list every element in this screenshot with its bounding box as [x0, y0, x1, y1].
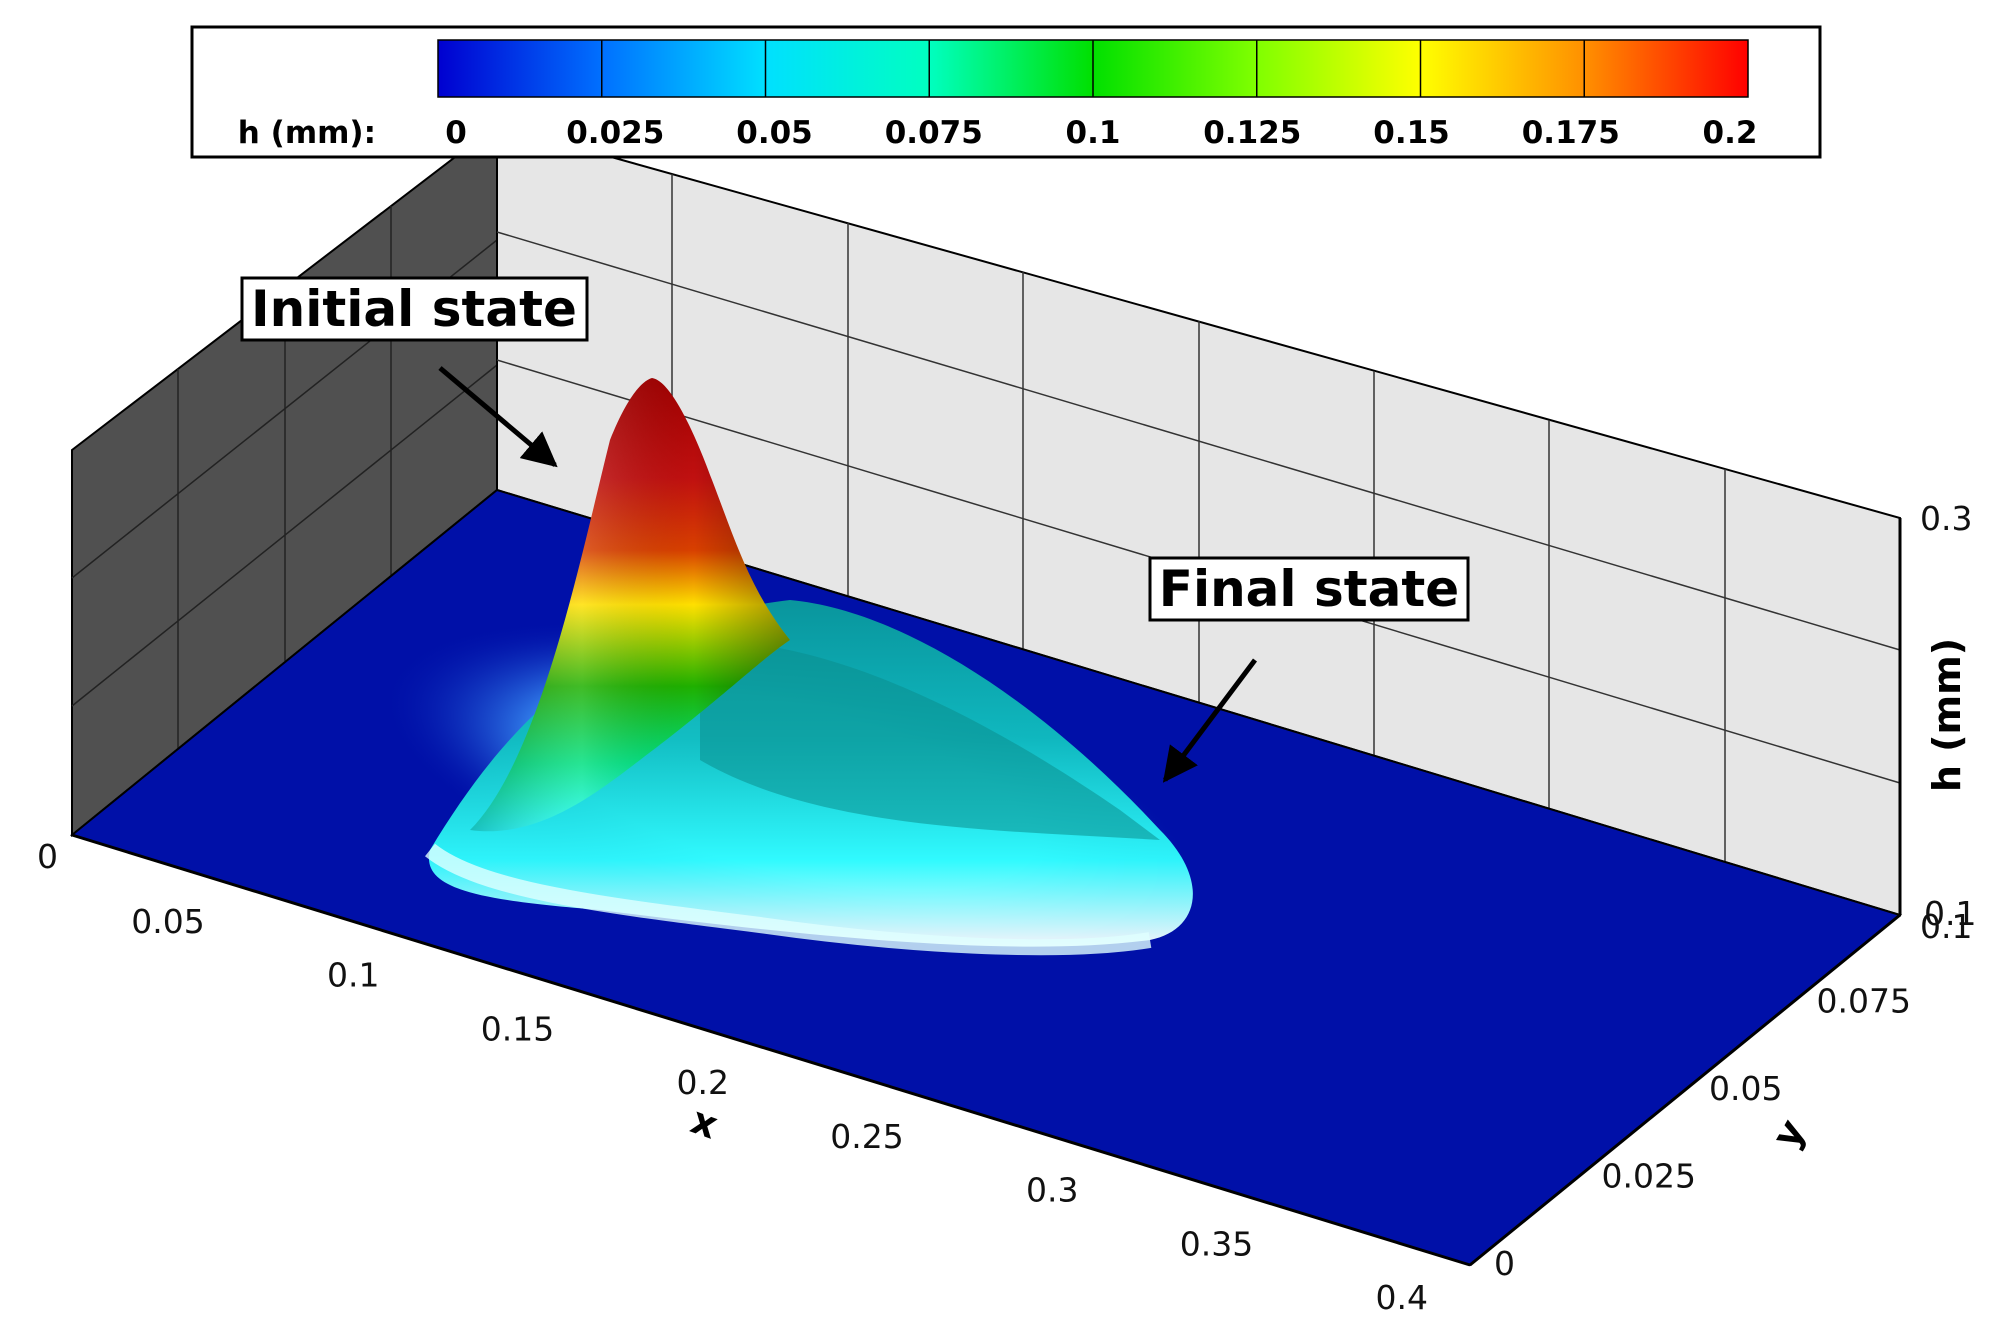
colorbar-label: h (mm):: [238, 115, 376, 151]
y-tick-label: 0: [1494, 1244, 1515, 1283]
z-axis-title: h (mm): [1925, 638, 1969, 792]
annotation-box: [1148, 556, 1470, 622]
x-tick-label: 0.3: [1026, 1171, 1078, 1210]
colorbar-tick-label: 0.125: [1203, 115, 1301, 151]
colorbar-tick-label: 0.2: [1703, 115, 1758, 151]
colorbar: h (mm): 0 0.025 0.05 0.075 0.1 0.125 0.15 0.175…: [190, 25, 1822, 159]
x-axis-line: [71, 833, 1471, 1267]
y-tick-label: 0.025: [1602, 1157, 1696, 1196]
z-tick-label: 0.1: [1920, 907, 1972, 946]
y-tick-label: 0.05: [1709, 1069, 1782, 1108]
annotation-text: Initial state: [251, 280, 577, 338]
annotation-initial-state: Initial state: [240, 276, 589, 468]
z-tick-label: 0: [37, 837, 58, 876]
colorbar-tick-label: 0.025: [566, 115, 664, 151]
annotation-text: Final state: [1159, 560, 1459, 618]
annotation-box: [240, 276, 589, 342]
colorbar-tick-label: 0.1: [1066, 115, 1121, 151]
colorbar-tick-label: 0.05: [736, 115, 813, 151]
x-tick-label: 0.1: [327, 956, 379, 995]
y-tick-label: 0.1: [1924, 894, 1976, 933]
y-axis-title: y: [1763, 1112, 1814, 1156]
x-tick-label: 0.4: [1376, 1278, 1428, 1317]
colorbar-tick-label: 0.075: [885, 115, 983, 151]
x-tick-label: 0.35: [1180, 1224, 1253, 1263]
colorbar-tick-label: 0.15: [1373, 115, 1450, 151]
y-tick-label: 0.075: [1817, 982, 1911, 1021]
x-tick-label: 0.15: [481, 1009, 554, 1048]
x-tick-label: 0.25: [830, 1117, 903, 1156]
x-tick-label: 0.2: [677, 1063, 729, 1102]
annotation-final-state: Final state: [1148, 556, 1470, 783]
annotation-arrow: [438, 366, 558, 468]
x-tick-labels: 0.05 0.1 0.15 0.2 0.25 0.3 0.35 0.4: [131, 902, 1428, 1317]
y-axis-line: [1469, 913, 1901, 1267]
colorbar-tick-label: 0: [445, 115, 467, 151]
x-axis-title: x: [685, 1098, 723, 1148]
annotation-arrow: [1162, 658, 1257, 783]
colorbar-tick-label: 0.175: [1522, 115, 1620, 151]
z-tick-labels: 0 0.1 0.3: [37, 499, 1972, 946]
initial-state-peak: [470, 378, 790, 832]
z-tick-label: 0.3: [1920, 499, 1972, 538]
x-tick-label: 0.05: [131, 902, 204, 941]
